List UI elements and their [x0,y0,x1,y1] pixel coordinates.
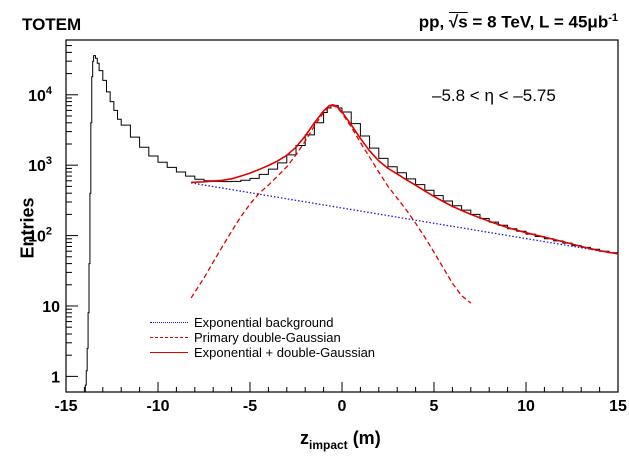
conditions-label: pp, √s = 8 TeV, L = 45μb-1 [418,12,618,32]
eta-range-label: –5.8 < η < –5.75 [432,86,556,105]
sqrt-s-symbol: √s [448,12,468,32]
x-axis-label: zimpact (m) [300,428,381,452]
legend-swatch-dashed [150,337,188,338]
x-tick-label: -5 [243,398,257,415]
exponential-background-line [191,182,619,255]
y-tick-label: 102 [28,226,52,246]
histogram-data [84,55,619,393]
y-tick-label: 104 [28,85,53,105]
double-gaussian-line [190,105,472,304]
x-tick-label: 10 [517,398,535,415]
legend-swatch-solid [150,352,188,353]
y-tick-label: 1 [51,369,60,386]
x-tick-label: 0 [338,398,347,415]
total-fit-line [191,103,619,255]
y-tick-label: 10 [42,299,60,316]
y-axis-label: Entries [17,197,38,259]
x-tick-label: -10 [146,398,169,415]
x-tick-label: 5 [430,398,439,415]
legend-swatch-dotted [150,322,188,323]
x-tick-label: 15 [609,398,627,415]
y-tick-label: 103 [28,155,52,175]
x-tick-label: -15 [54,398,77,415]
experiment-label: TOTEM [22,15,82,34]
